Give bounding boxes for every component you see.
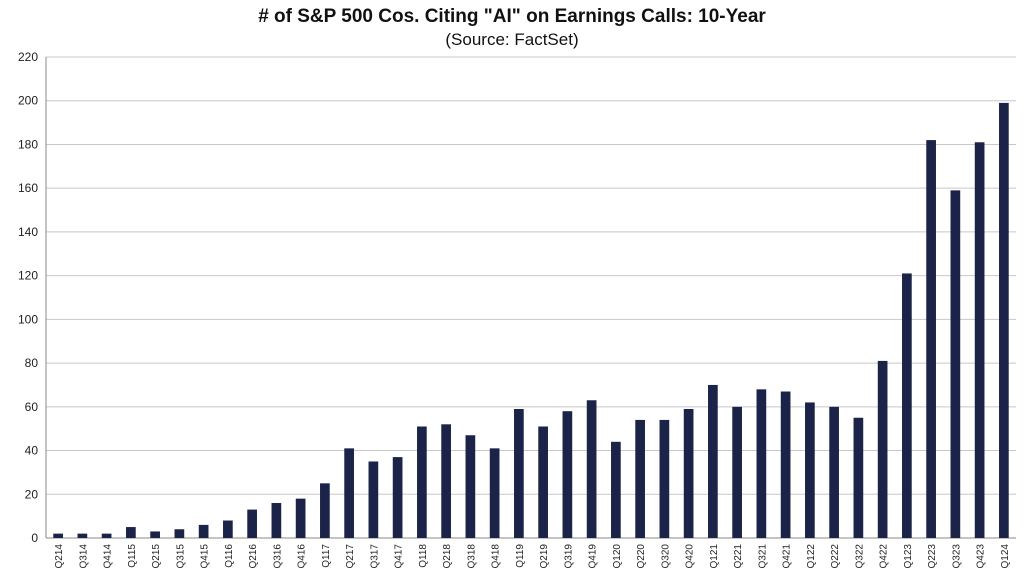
bar [174, 529, 185, 538]
x-tick-label: Q116 [224, 544, 235, 568]
bar [562, 411, 573, 538]
bar [538, 426, 548, 538]
bar [853, 417, 864, 538]
x-tick-label: Q220 [636, 544, 647, 569]
x-tick-label: Q217 [345, 544, 356, 569]
x-tick-label: Q123 [903, 544, 914, 569]
x-tick-label: Q120 [612, 544, 623, 569]
x-tick-label: Q422 [879, 544, 890, 569]
bar [926, 140, 936, 538]
chart-title: # of S&P 500 Cos. Citing "AI" on Earning… [258, 6, 766, 27]
y-tick-label: 200 [18, 94, 38, 108]
bar [344, 448, 354, 538]
bar [659, 419, 670, 538]
bar [514, 409, 524, 538]
bar [805, 402, 815, 538]
x-tick-label: Q415 [200, 544, 211, 569]
x-tick-label: Q319 [563, 544, 574, 569]
bar [732, 406, 742, 538]
y-tick-label: 220 [18, 50, 38, 64]
x-tick-label: Q421 [782, 544, 793, 569]
bar [101, 533, 112, 538]
x-tick-label: Q122 [806, 544, 817, 569]
x-tick-label: Q418 [491, 544, 502, 569]
bar [223, 520, 233, 538]
y-tick-label: 60 [25, 400, 39, 414]
bar [295, 498, 306, 538]
bar [974, 142, 985, 538]
bar [126, 527, 136, 538]
y-tick-label: 0 [31, 531, 38, 545]
x-tick-label: Q417 [394, 544, 405, 569]
x-tick-label: Q223 [927, 544, 938, 569]
x-tick-label: Q316 [272, 544, 283, 569]
y-tick-label: 40 [25, 444, 39, 458]
x-tick-label: Q315 [175, 544, 186, 569]
x-tick-label: Q416 [297, 544, 308, 569]
x-tick-label: Q215 [151, 544, 162, 569]
bar [877, 360, 888, 538]
x-tick-label: Q124 [1000, 544, 1011, 569]
x-tick-label: Q118 [418, 544, 429, 568]
x-tick-label: Q119 [515, 544, 526, 568]
bar [586, 400, 597, 538]
y-tick-label: 140 [18, 225, 38, 239]
bar [441, 424, 451, 538]
x-tick-label: Q115 [127, 544, 138, 568]
x-tick-label: Q221 [733, 544, 744, 569]
y-tick-label: 80 [25, 356, 39, 370]
x-tick-label: Q322 [854, 544, 865, 569]
y-tick-label: 120 [18, 269, 38, 283]
y-tick-label: 180 [18, 137, 38, 151]
bar [829, 406, 839, 538]
bar [635, 419, 645, 538]
x-tick-label: Q121 [709, 544, 720, 569]
bar [320, 483, 330, 538]
bar [417, 426, 427, 538]
x-tick-label: Q420 [685, 544, 696, 569]
bar [902, 273, 912, 538]
x-tick-label: Q216 [248, 544, 259, 569]
bar [489, 448, 500, 538]
bar [465, 435, 476, 538]
y-tick-label: 160 [18, 181, 38, 195]
x-tick-label: Q117 [321, 544, 332, 568]
x-tick-label: Q321 [757, 544, 768, 569]
bar [247, 509, 257, 538]
bar [77, 533, 88, 538]
bar [756, 389, 767, 538]
x-tick-label: Q222 [830, 544, 841, 569]
x-tick-label: Q314 [78, 544, 89, 569]
y-tick-label: 20 [25, 487, 39, 501]
chart-subtitle: (Source: FactSet) [445, 30, 579, 49]
x-tick-label: Q318 [466, 544, 477, 569]
bar [611, 441, 621, 538]
bar [683, 409, 694, 538]
x-tick-label: Q323 [951, 544, 962, 569]
bar [53, 533, 63, 538]
x-tick-label: Q419 [588, 544, 599, 569]
x-tick-label: Q320 [660, 544, 671, 569]
y-tick-label: 100 [18, 312, 38, 326]
x-tick-label: Q219 [539, 544, 550, 569]
bar [271, 503, 282, 538]
x-tick-label: Q317 [369, 544, 380, 569]
bar [198, 524, 209, 538]
bar [999, 102, 1009, 538]
x-tick-label: Q423 [976, 544, 987, 569]
bar [150, 531, 160, 538]
bar [780, 391, 791, 538]
bar [368, 461, 379, 538]
bar [708, 384, 718, 538]
bar [950, 190, 961, 539]
x-tick-label: Q414 [103, 544, 114, 569]
bar [392, 457, 403, 538]
x-tick-label: Q218 [442, 544, 453, 569]
x-tick-label: Q214 [54, 544, 65, 569]
